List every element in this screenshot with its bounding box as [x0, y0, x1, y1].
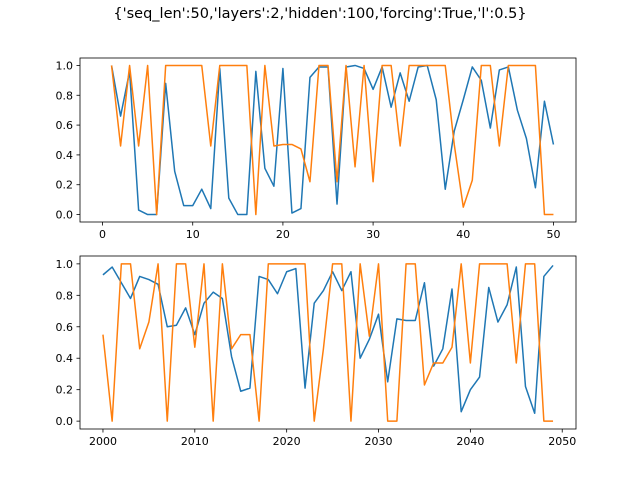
- chart1-y-tick-label: 0.6: [56, 119, 74, 132]
- chart1-x-tick-label: 30: [366, 228, 380, 241]
- chart2-series-2-line: [102, 263, 554, 422]
- chart2-x-tick-label: 2030: [365, 435, 393, 448]
- chart1-x-tick-label: 50: [546, 228, 560, 241]
- chart1-y-tick-label: 0.4: [56, 149, 74, 162]
- chart1-series-2-line: [110, 64, 554, 216]
- chart1-y-tick-label: 1.0: [56, 59, 74, 72]
- chart2-x-tick-label: 2010: [181, 435, 209, 448]
- chart1-x-tick-label: 0: [99, 228, 106, 241]
- chart1-y-tick-label: 0.2: [56, 179, 74, 192]
- chart2-y-tick-label: 0.2: [56, 384, 74, 397]
- chart1-series-1-line: [110, 64, 555, 216]
- chart2-y-tick-label: 0.4: [56, 352, 74, 365]
- figure-title: {'seq_len':50,'layers':2,'hidden':100,'f…: [113, 6, 527, 22]
- chart1-x-tick-label: 20: [276, 228, 290, 241]
- chart1-y-tick-label: 0.0: [56, 209, 74, 222]
- chart2-x-tick-label: 2040: [456, 435, 484, 448]
- chart2-y-tick-label: 0.8: [56, 289, 74, 302]
- chart2-series-1-line: [102, 264, 554, 415]
- chart1-x-tick-label: 10: [186, 228, 200, 241]
- chart1-y-tick-label: 0.8: [56, 89, 74, 102]
- chart2-y-tick-label: 1.0: [56, 258, 74, 271]
- chart2-x-tick-label: 2020: [273, 435, 301, 448]
- chart2-x-tick-label: 2000: [89, 435, 117, 448]
- chart2-axes-frame: [79, 255, 577, 430]
- chart2-y-tick-label: 0.6: [56, 321, 74, 334]
- chart1-axes-frame: [79, 57, 577, 223]
- chart1-x-tick-label: 40: [456, 228, 470, 241]
- chart2-x-tick-label: 2050: [548, 435, 576, 448]
- chart2-y-tick-label: 0.0: [56, 415, 74, 428]
